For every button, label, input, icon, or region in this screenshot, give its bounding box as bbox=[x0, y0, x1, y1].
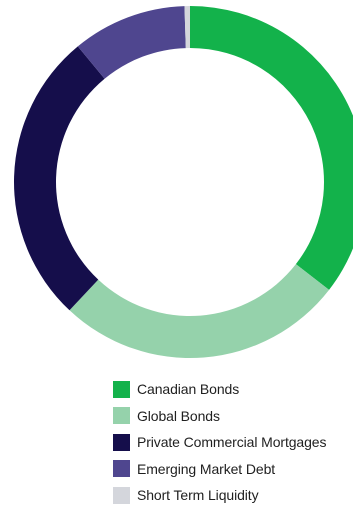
legend-label: Private Commercial Mortgages bbox=[137, 434, 327, 451]
legend-item-private-commercial-mortgages: Private Commercial Mortgages bbox=[113, 429, 326, 456]
legend-swatch bbox=[113, 407, 130, 425]
donut-chart bbox=[13, 6, 353, 358]
legend-item-global-bonds: Global Bonds bbox=[113, 403, 326, 430]
donut-slice-emerging-market-debt bbox=[77, 6, 186, 79]
legend-swatch bbox=[113, 486, 130, 504]
legend-label: Emerging Market Debt bbox=[137, 460, 276, 477]
donut-slice-canadian-bonds bbox=[190, 6, 353, 290]
chart-legend: Canadian Bonds Global Bonds Private Commer… bbox=[113, 376, 326, 509]
legend-label: Canadian Bonds bbox=[137, 381, 240, 398]
legend-swatch bbox=[113, 460, 130, 478]
legend-item-canadian-bonds: Canadian Bonds bbox=[113, 376, 326, 403]
legend-swatch bbox=[113, 433, 130, 451]
donut-slice-global-bonds bbox=[69, 264, 330, 358]
legend-item-short-term-liquidity: Short Term Liquidity bbox=[113, 482, 326, 509]
legend-label: Short Term Liquidity bbox=[137, 487, 259, 504]
legend-swatch bbox=[113, 380, 130, 398]
legend-item-emerging-market-debt: Emerging Market Debt bbox=[113, 456, 326, 483]
donut-slice-short-term-liquidity bbox=[184, 6, 190, 49]
legend-label: Global Bonds bbox=[137, 407, 220, 424]
donut-slice-private-commercial-mortgages bbox=[13, 46, 105, 311]
